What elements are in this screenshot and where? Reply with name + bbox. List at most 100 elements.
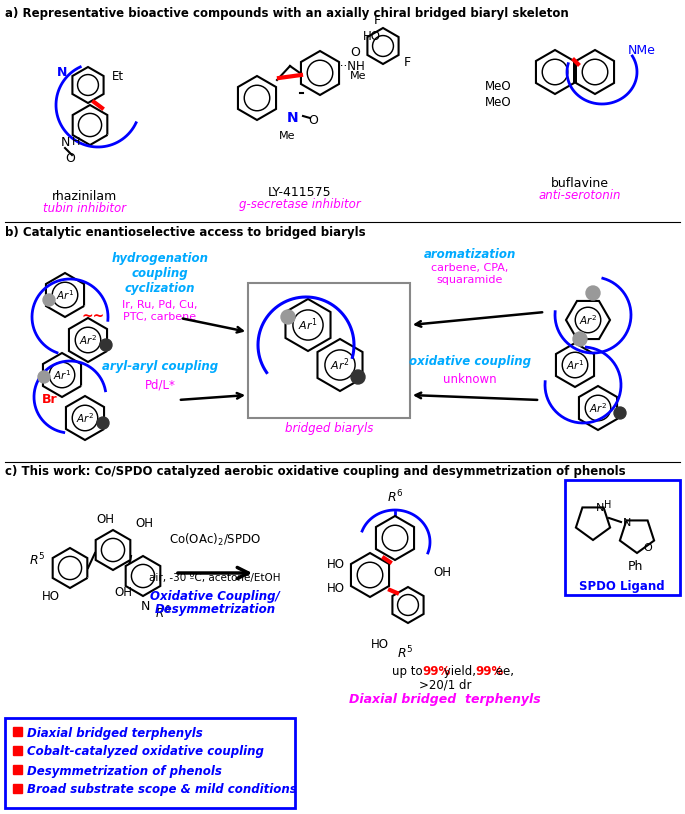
Circle shape bbox=[614, 407, 626, 419]
Text: $R^6$: $R^6$ bbox=[387, 488, 403, 505]
Text: Ph: Ph bbox=[627, 561, 643, 574]
Text: 99%: 99% bbox=[422, 665, 450, 678]
Text: N: N bbox=[57, 65, 67, 78]
Text: ee,: ee, bbox=[492, 665, 514, 678]
Text: air, -30 ºC, acetone/EtOH: air, -30 ºC, acetone/EtOH bbox=[149, 573, 281, 583]
Polygon shape bbox=[73, 105, 108, 145]
Text: yield,: yield, bbox=[440, 665, 480, 678]
Text: SPDO Ligand: SPDO Ligand bbox=[580, 580, 665, 593]
Polygon shape bbox=[536, 50, 574, 94]
Text: c) This work: Co/SPDO catalyzed aerobic oxidative coupling and desymmetrization : c) This work: Co/SPDO catalyzed aerobic … bbox=[5, 465, 625, 478]
Text: Br: Br bbox=[42, 393, 58, 406]
Text: aryl-aryl coupling: aryl-aryl coupling bbox=[102, 360, 218, 373]
Text: $Ar^1$: $Ar^1$ bbox=[53, 368, 71, 382]
Polygon shape bbox=[43, 353, 81, 397]
Text: ···NH: ···NH bbox=[337, 59, 366, 72]
Text: b) Catalytic enantioselective access to bridged biaryls: b) Catalytic enantioselective access to … bbox=[5, 226, 366, 239]
Text: NMe: NMe bbox=[628, 43, 656, 56]
Bar bbox=[565, 480, 680, 595]
Polygon shape bbox=[301, 51, 339, 95]
Text: Ir, Ru, Pd, Cu,
PTC, carbene: Ir, Ru, Pd, Cu, PTC, carbene bbox=[122, 300, 198, 322]
Text: rhazinilam: rhazinilam bbox=[52, 190, 118, 203]
Text: OH: OH bbox=[114, 586, 132, 599]
Text: Desymmetrization: Desymmetrization bbox=[154, 603, 275, 616]
Text: bridged biaryls: bridged biaryls bbox=[285, 422, 373, 435]
Text: >20/1 dr: >20/1 dr bbox=[419, 679, 471, 692]
Text: $Ar^2$: $Ar^2$ bbox=[579, 313, 597, 327]
Polygon shape bbox=[579, 386, 617, 430]
Text: HO: HO bbox=[42, 589, 60, 602]
Bar bbox=[13, 765, 22, 774]
Polygon shape bbox=[46, 273, 84, 317]
Text: HO: HO bbox=[371, 638, 389, 651]
Text: HO: HO bbox=[327, 581, 345, 594]
Text: oxidative coupling: oxidative coupling bbox=[409, 355, 531, 368]
Text: carbene, CPA,
squaramide: carbene, CPA, squaramide bbox=[432, 263, 509, 285]
Text: buflavine: buflavine bbox=[551, 177, 609, 190]
Text: F: F bbox=[373, 14, 381, 27]
Polygon shape bbox=[576, 507, 610, 540]
Text: $Ar^1$: $Ar^1$ bbox=[566, 358, 584, 372]
Text: Me: Me bbox=[350, 71, 366, 81]
Polygon shape bbox=[73, 67, 103, 103]
Text: N: N bbox=[623, 518, 631, 528]
Text: Me: Me bbox=[279, 131, 295, 141]
Text: Et: Et bbox=[112, 71, 124, 84]
Bar bbox=[13, 727, 22, 736]
Text: N: N bbox=[287, 111, 299, 125]
Circle shape bbox=[586, 286, 600, 300]
Text: F: F bbox=[403, 56, 410, 69]
Text: H: H bbox=[72, 137, 80, 147]
Text: up to: up to bbox=[392, 665, 426, 678]
Bar bbox=[5, 718, 295, 808]
Circle shape bbox=[281, 310, 295, 324]
Text: N: N bbox=[140, 599, 150, 612]
Text: ~~: ~~ bbox=[82, 310, 105, 324]
Text: $Ar^2$: $Ar^2$ bbox=[76, 411, 95, 425]
Text: unknown: unknown bbox=[443, 373, 497, 386]
Polygon shape bbox=[376, 516, 414, 560]
Text: $Ar^2$: $Ar^2$ bbox=[79, 333, 97, 347]
Circle shape bbox=[100, 339, 112, 351]
Text: O: O bbox=[350, 46, 360, 59]
Text: a) Representative bioactive compounds with an axially chiral bridged biaryl skel: a) Representative bioactive compounds wi… bbox=[5, 7, 569, 20]
Text: OH: OH bbox=[135, 517, 153, 530]
Text: MeO: MeO bbox=[486, 95, 512, 108]
Polygon shape bbox=[96, 530, 130, 570]
Text: $Ar^1$: $Ar^1$ bbox=[55, 288, 74, 302]
Polygon shape bbox=[556, 343, 594, 387]
Polygon shape bbox=[620, 520, 654, 553]
Polygon shape bbox=[238, 76, 276, 120]
Text: tubin inhibitor: tubin inhibitor bbox=[43, 202, 127, 215]
Text: $R^6$: $R^6$ bbox=[155, 605, 171, 621]
Text: N: N bbox=[596, 503, 604, 513]
Text: HO: HO bbox=[363, 29, 381, 42]
Text: $R^5$: $R^5$ bbox=[397, 645, 413, 662]
Text: Oxidative Coupling/: Oxidative Coupling/ bbox=[150, 590, 280, 603]
Text: Broad substrate scope & mild conditions: Broad substrate scope & mild conditions bbox=[27, 784, 297, 797]
Text: H: H bbox=[604, 500, 612, 510]
Circle shape bbox=[43, 294, 55, 306]
Polygon shape bbox=[66, 396, 104, 440]
Text: Pd/L*: Pd/L* bbox=[145, 378, 175, 391]
Text: g-secretase inhibitor: g-secretase inhibitor bbox=[239, 198, 361, 211]
Bar bbox=[13, 746, 22, 755]
Polygon shape bbox=[53, 548, 87, 588]
Text: O: O bbox=[308, 113, 318, 126]
Polygon shape bbox=[125, 556, 160, 596]
Text: Desymmetrization of phenols: Desymmetrization of phenols bbox=[27, 764, 222, 777]
Text: Diaxial bridged terphenyls: Diaxial bridged terphenyls bbox=[27, 727, 203, 739]
Polygon shape bbox=[69, 318, 107, 362]
Bar bbox=[248, 283, 410, 418]
Text: Diaxial bridged  terphenyls: Diaxial bridged terphenyls bbox=[349, 693, 541, 706]
Polygon shape bbox=[286, 299, 331, 351]
Polygon shape bbox=[566, 301, 610, 339]
Text: OH: OH bbox=[96, 513, 114, 526]
Text: N: N bbox=[60, 135, 70, 148]
Text: Co(OAc)$_2$/SPDO: Co(OAc)$_2$/SPDO bbox=[169, 532, 261, 548]
Text: O: O bbox=[65, 151, 75, 164]
Text: HO: HO bbox=[327, 558, 345, 571]
Text: MeO: MeO bbox=[486, 81, 512, 94]
Bar bbox=[13, 784, 22, 793]
Text: hydrogenation
coupling
cyclization: hydrogenation coupling cyclization bbox=[112, 252, 208, 295]
